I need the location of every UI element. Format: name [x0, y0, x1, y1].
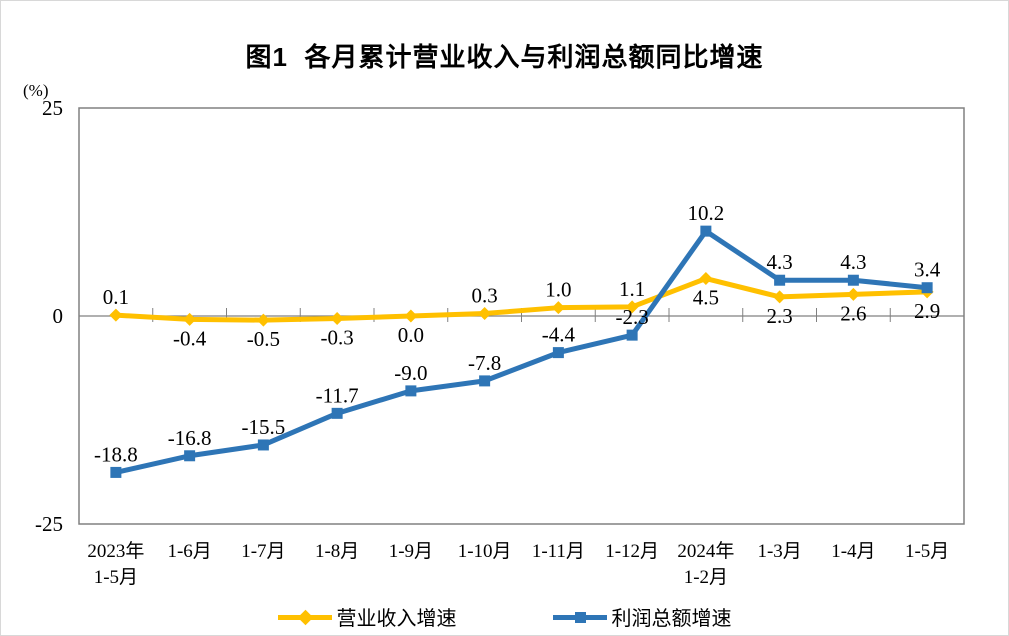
data-label: -0.4 — [173, 326, 207, 350]
data-label: 4.3 — [767, 250, 793, 274]
profit-series-marker-icon — [552, 611, 607, 623]
data-point-marker — [331, 407, 343, 419]
x-axis-tick-label: 1-5月 — [905, 541, 949, 562]
data-point-marker — [847, 274, 859, 286]
data-point-marker — [183, 312, 197, 326]
x-axis-tick-label: 1-3月 — [757, 541, 801, 562]
revenue-series-marker-icon — [277, 609, 332, 625]
revenue-legend-diamond-icon — [297, 609, 313, 625]
data-point-marker — [478, 307, 492, 321]
data-point-marker — [625, 300, 639, 314]
x-axis-tick-label: 1-9月 — [389, 541, 433, 562]
data-label: 2.9 — [914, 299, 940, 323]
profit-legend-label: 利润总额增速 — [611, 608, 732, 630]
data-point-marker — [479, 375, 491, 387]
revenue-legend-label: 营业收入增速 — [336, 608, 457, 630]
x-axis-tick-label: 1-2月 — [684, 567, 728, 588]
series-line-0 — [115, 276, 928, 323]
data-label: -0.5 — [247, 327, 280, 351]
data-label: -9.0 — [394, 361, 427, 385]
data-label: 4.3 — [840, 250, 866, 274]
legend-item-profit: 利润总额增速 — [552, 602, 732, 631]
data-point-marker — [109, 308, 123, 322]
chart-title: 图1 各月累计营业收入与利润总额同比增速 — [245, 42, 764, 72]
data-label: 0.0 — [398, 323, 424, 347]
y-axis-tick-label: 0 — [53, 304, 64, 328]
x-axis-tick-label: 1-8月 — [315, 541, 359, 562]
data-label: -7.8 — [468, 351, 501, 375]
legend-item-revenue: 营业收入增速 — [277, 602, 457, 631]
x-axis-tick-label: 2023年 — [87, 540, 144, 562]
data-point-marker — [774, 274, 786, 286]
data-label: 2.3 — [767, 304, 793, 328]
x-axis-tick-label: 2024年 — [677, 540, 734, 562]
data-point-marker — [551, 301, 565, 315]
data-point-marker — [110, 466, 122, 478]
x-axis-tick-label: 1-7月 — [241, 541, 285, 562]
data-label: 3.4 — [914, 258, 941, 282]
data-point-marker — [552, 347, 564, 359]
data-point-marker — [626, 329, 638, 341]
data-label: 1.0 — [545, 278, 571, 302]
data-label: 1.1 — [619, 277, 645, 301]
data-point-marker — [404, 309, 418, 323]
data-label: 10.2 — [688, 201, 725, 225]
data-label: -2.3 — [616, 305, 649, 329]
data-label: -18.8 — [94, 442, 138, 466]
data-point-marker — [184, 450, 196, 462]
y-axis-tick-label: 25 — [42, 96, 63, 120]
data-point-marker — [773, 290, 787, 304]
x-axis-tick-label: 1-11月 — [532, 541, 585, 562]
data-point-marker — [846, 287, 860, 301]
series-line-1 — [115, 228, 928, 475]
data-label: 0.3 — [472, 284, 498, 308]
x-axis-tick-label: 1-6月 — [167, 541, 211, 562]
data-label: -11.7 — [316, 383, 359, 407]
data-label: 2.6 — [840, 301, 866, 325]
data-label: -15.5 — [242, 415, 286, 439]
x-axis-tick-label: 1-4月 — [831, 541, 875, 562]
data-point-marker — [405, 385, 417, 397]
data-point-marker — [700, 225, 712, 237]
data-point-marker — [921, 282, 933, 294]
data-label: -16.8 — [168, 426, 212, 450]
data-label: -0.3 — [321, 325, 354, 349]
x-axis-tick-label: 1-5月 — [94, 567, 138, 588]
y-axis-unit-label: (%) — [23, 81, 49, 100]
data-point-marker — [256, 313, 270, 327]
data-label: 0.1 — [103, 285, 129, 309]
data-point-marker — [330, 311, 344, 325]
data-label: -4.4 — [542, 323, 576, 347]
data-point-marker — [699, 272, 713, 286]
x-axis-tick-label: 1-12月 — [605, 541, 659, 562]
data-point-marker — [257, 439, 269, 451]
x-axis-tick-label: 1-10月 — [458, 541, 512, 562]
chart-legend: 营业收入增速 利润总额增速 — [1, 602, 1008, 631]
profit-legend-square-icon — [574, 611, 586, 623]
y-axis-tick-label: -25 — [35, 512, 63, 536]
data-label: 4.5 — [693, 286, 719, 310]
